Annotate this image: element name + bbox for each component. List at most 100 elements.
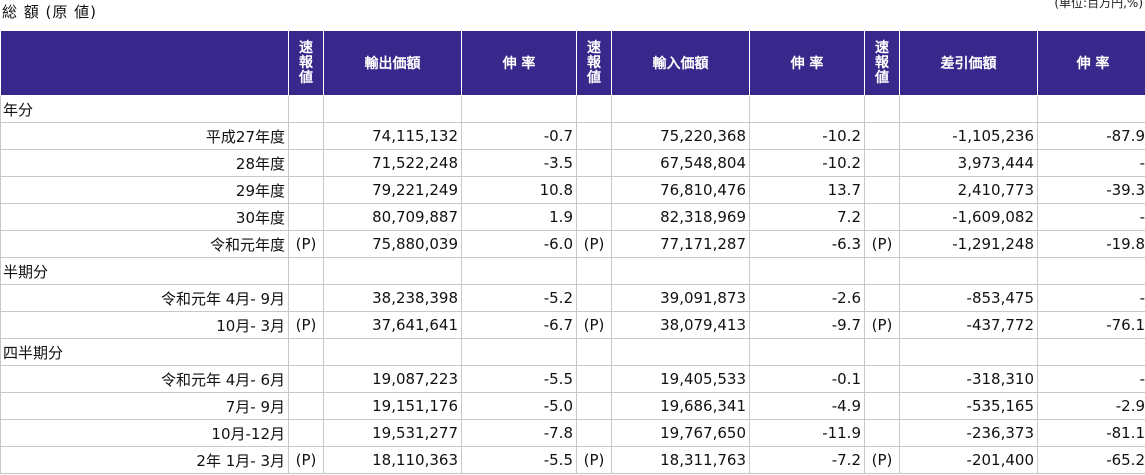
import-value-cell: 39,091,873 [611, 284, 750, 312]
period-label: 28年度 [0, 149, 289, 177]
import-value-cell: 76,810,476 [611, 176, 750, 204]
export-rate-cell: -0.7 [461, 122, 577, 150]
balance-rate-cell: - [1037, 149, 1145, 177]
import-value-cell: 19,686,341 [611, 392, 750, 420]
balance-value-cell: -318,310 [899, 365, 1038, 393]
export-value-cell: 19,531,277 [323, 419, 462, 447]
empty-cell [864, 257, 900, 285]
flag-cell [864, 365, 900, 393]
import-value-cell: 19,767,650 [611, 419, 750, 447]
export-rate-cell: 1.9 [461, 203, 577, 231]
table-row: 7月- 9月 19,151,176 -5.0 19,686,341 -4.9 -535,1… [0, 392, 1145, 420]
balance-value-cell: -1,105,236 [899, 122, 1038, 150]
export-value-cell: 71,522,248 [323, 149, 462, 177]
flag-cell: (P) [288, 446, 324, 474]
flag-cell [576, 419, 612, 447]
export-value-cell: 37,641,641 [323, 311, 462, 339]
empty-cell [864, 338, 900, 366]
empty-cell [288, 338, 324, 366]
balance-value-cell: -1,609,082 [899, 203, 1038, 231]
flag-cell [576, 122, 612, 150]
export-value-cell: 79,221,249 [323, 176, 462, 204]
import-value-cell: 19,405,533 [611, 365, 750, 393]
flag-cell [864, 419, 900, 447]
empty-cell [864, 95, 900, 123]
import-rate-cell: 7.2 [749, 203, 865, 231]
table-row: 30年度 80,709,887 1.9 82,318,969 7.2 -1,609,082… [0, 203, 1145, 231]
flag-cell [576, 203, 612, 231]
section-row: 四半期分 [0, 338, 1145, 366]
period-label: 令和元年 4月- 9月 [0, 284, 289, 312]
header-export-rate: 伸 率 [461, 30, 577, 96]
import-rate-cell: -9.7 [749, 311, 865, 339]
flag-cell [576, 365, 612, 393]
balance-rate-cell: -65.2 [1037, 446, 1145, 474]
flag-cell [288, 122, 324, 150]
flag-cell [864, 176, 900, 204]
balance-rate-cell: -76.1 [1037, 311, 1145, 339]
table-row: 2年 1月- 3月 (P) 18,110,363 -5.5 (P) 18,311,763-… [0, 446, 1145, 474]
import-value-cell: 67,548,804 [611, 149, 750, 177]
import-rate-cell: -7.2 [749, 446, 865, 474]
export-rate-cell: -5.5 [461, 446, 577, 474]
table-row: 10月-12月 19,531,277 -7.8 19,767,650 -11.9 -236… [0, 419, 1145, 447]
import-rate-cell: -4.9 [749, 392, 865, 420]
empty-cell [461, 257, 577, 285]
balance-rate-cell: - [1037, 284, 1145, 312]
period-label: 10月- 3月 [0, 311, 289, 339]
period-label: 29年度 [0, 176, 289, 204]
table-row: 令和元年 4月- 9月 38,238,398 -5.2 39,091,873 -2.6 -… [0, 284, 1145, 312]
empty-cell [461, 95, 577, 123]
empty-cell [1037, 95, 1145, 123]
flag-cell [576, 284, 612, 312]
import-rate-cell: -0.1 [749, 365, 865, 393]
flag-cell [288, 365, 324, 393]
empty-cell [576, 95, 612, 123]
flag-cell [576, 392, 612, 420]
empty-cell [323, 338, 462, 366]
header-balance-rate: 伸 率 [1037, 30, 1145, 96]
period-label: 7月- 9月 [0, 392, 289, 420]
table-row: 10月- 3月 (P) 37,641,641 -6.7 (P) 38,079,413 -9.… [0, 311, 1145, 339]
period-label: 平成27年度 [0, 122, 289, 150]
balance-value-cell: -1,291,248 [899, 230, 1038, 258]
export-value-cell: 75,880,039 [323, 230, 462, 258]
header-flag-2: 速報値 [576, 30, 612, 96]
flag-cell [864, 122, 900, 150]
header-label-cell [0, 30, 289, 96]
empty-cell [611, 257, 750, 285]
export-rate-cell: -6.7 [461, 311, 577, 339]
empty-cell [323, 95, 462, 123]
flag-cell: (P) [576, 446, 612, 474]
balance-rate-cell: - [1037, 365, 1145, 393]
import-rate-cell: -10.2 [749, 149, 865, 177]
empty-cell [611, 95, 750, 123]
unit-note: (単位:百万円,%) [1054, 0, 1143, 10]
empty-cell [1037, 257, 1145, 285]
flag-cell [576, 149, 612, 177]
balance-value-cell: -535,165 [899, 392, 1038, 420]
balance-value-cell: 2,410,773 [899, 176, 1038, 204]
empty-cell [749, 95, 865, 123]
import-rate-cell: -10.2 [749, 122, 865, 150]
table-row: 平成27年度 74,115,132 -0.7 75,220,368 -10.2 -1,10… [0, 122, 1145, 150]
export-rate-cell: -5.2 [461, 284, 577, 312]
header-import-rate: 伸 率 [749, 30, 865, 96]
import-value-cell: 82,318,969 [611, 203, 750, 231]
export-rate-cell: -3.5 [461, 149, 577, 177]
empty-cell [899, 338, 1038, 366]
balance-value-cell: -201,400 [899, 446, 1038, 474]
flag-cell [288, 284, 324, 312]
flag-cell: (P) [864, 311, 900, 339]
period-label: 令和元年 4月- 6月 [0, 365, 289, 393]
empty-cell [899, 257, 1038, 285]
header-flag-3: 速報値 [864, 30, 900, 96]
balance-rate-cell: - [1037, 203, 1145, 231]
import-rate-cell: -11.9 [749, 419, 865, 447]
balance-value-cell: -236,373 [899, 419, 1038, 447]
header-flag-1: 速報値 [288, 30, 324, 96]
section-row: 半期分 [0, 257, 1145, 285]
period-label: 10月-12月 [0, 419, 289, 447]
import-rate-cell: -6.3 [749, 230, 865, 258]
flag-cell [576, 176, 612, 204]
